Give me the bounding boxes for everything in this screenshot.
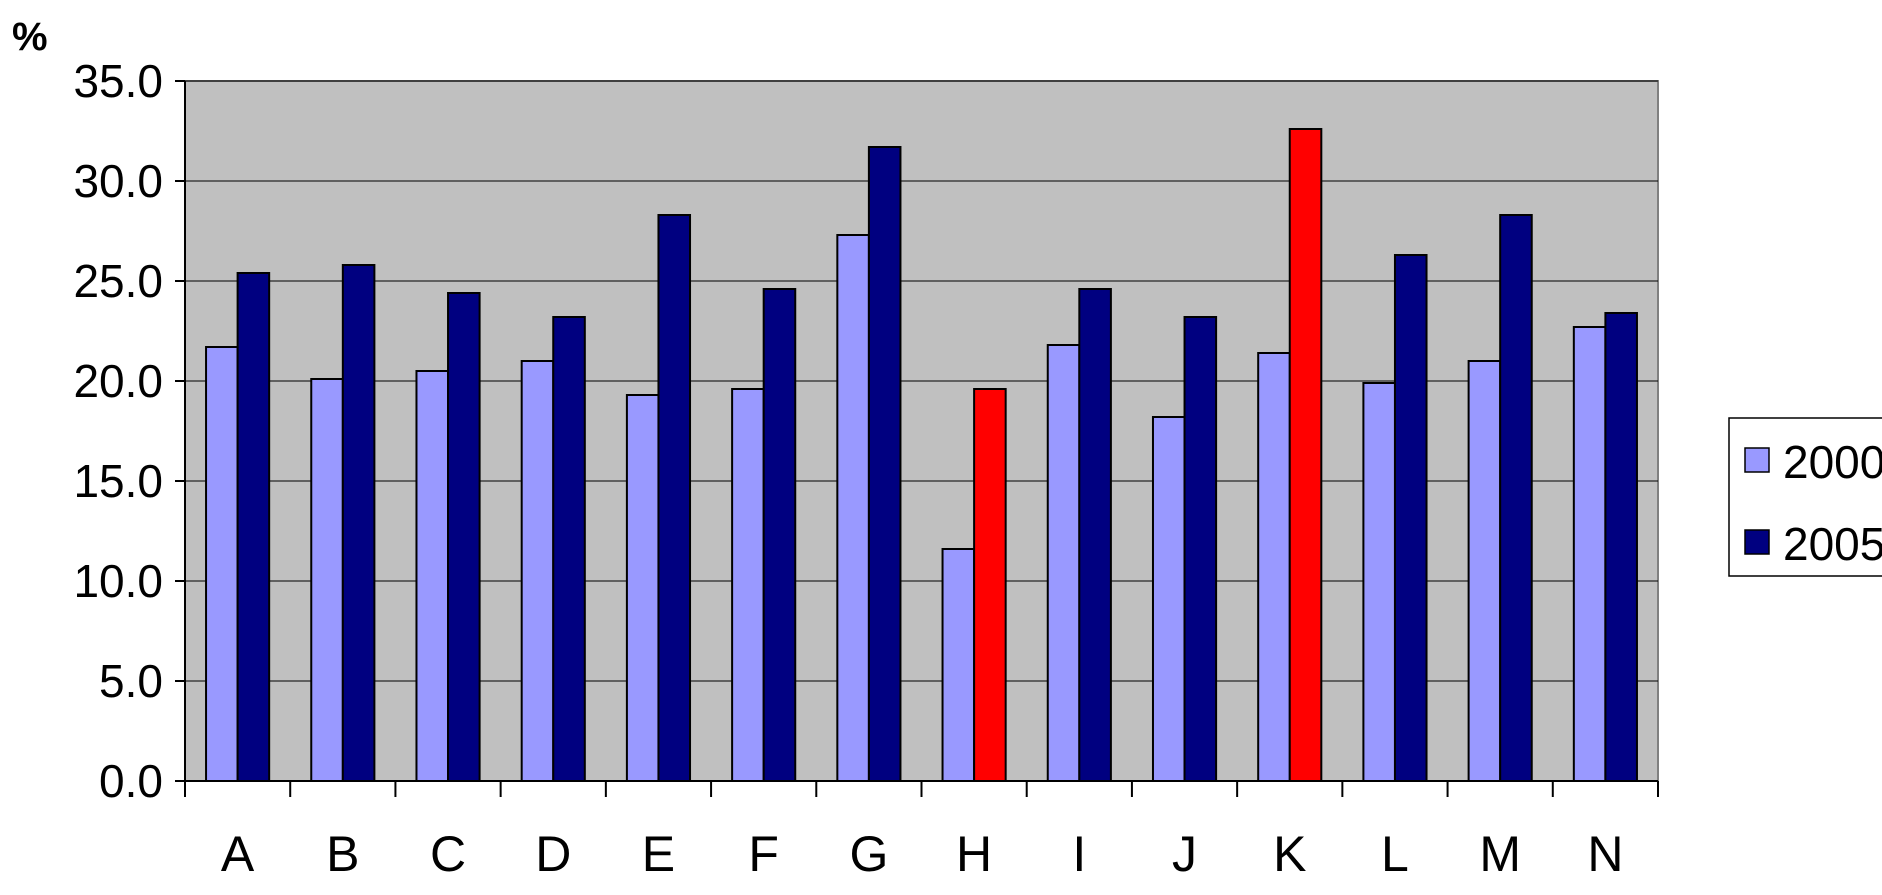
bar-2000-A [205,346,239,782]
bar-2005-H [973,388,1007,782]
bar-2005-K [1288,128,1323,782]
bar-2000-H [941,548,976,782]
x-tick-label: M [1479,826,1521,882]
y-tick-label: 10.0 [73,555,163,607]
legend-label-2005: 2005 [1783,518,1882,570]
bar-2000-K [1257,352,1291,782]
bar-2005-D [552,316,586,782]
bar-2000-F [731,388,765,782]
x-tick-label: K [1273,826,1306,882]
y-tick-label: 30.0 [73,155,163,207]
bar-2000-E [625,394,660,782]
y-axis: 0.0 5.0 10.0 15.0 20.0 25.0 30.0 35.0 [73,55,186,807]
y-tick-label: 15.0 [73,455,163,507]
bar-2000-N [1572,326,1607,782]
x-tick-label: N [1587,826,1623,882]
bar-2000-J [1151,416,1186,782]
x-tick-label: G [849,826,888,882]
x-tick-label: E [642,826,675,882]
y-tick-label: 20.0 [73,355,163,407]
bar-2000-B [310,378,344,782]
bar-2000-C [415,370,450,782]
bar-2000-G [836,234,870,782]
x-axis: A B C D E F G H I J K L M N [184,780,1659,882]
y-tick-label: 5.0 [99,655,163,707]
bar-2005-A [236,272,271,782]
x-tick-label: B [326,826,359,882]
bar-2000-L [1362,382,1396,782]
bar-2005-J [1183,316,1218,782]
bar-2005-E [657,214,692,782]
legend: 2000 2005 [1728,417,1882,577]
x-tick-label: J [1172,826,1197,882]
legend-label-2000: 2000 [1783,436,1882,488]
x-tick-label: A [221,826,255,882]
bar-2005-F [762,288,797,782]
y-tick-label: 35.0 [73,55,163,107]
y-tick-label: 0.0 [99,755,163,807]
bar-2005-M [1499,214,1533,782]
legend-swatch-2000 [1744,447,1770,473]
bar-2005-C [447,292,481,782]
bar-2005-I [1078,288,1112,782]
x-tick-label: H [956,826,992,882]
bar-2005-B [341,264,376,782]
legend-swatch-2005 [1744,529,1770,555]
x-tick-label: C [430,826,466,882]
y-axis-unit-label: % [12,15,48,59]
y-tick-label: 25.0 [73,255,163,307]
plot-area [184,80,1659,782]
x-tick-label: F [748,826,779,882]
bar-2000-D [520,360,555,782]
bar-2005-L [1393,254,1428,782]
bar-2000-M [1467,360,1502,782]
x-tick-label: I [1072,826,1086,882]
bar-2005-N [1604,312,1638,782]
x-tick-label: D [535,826,571,882]
bar-2000-I [1046,344,1081,782]
bars [205,128,1638,782]
bar-2005-G [867,146,902,782]
x-tick-label: L [1381,826,1409,882]
